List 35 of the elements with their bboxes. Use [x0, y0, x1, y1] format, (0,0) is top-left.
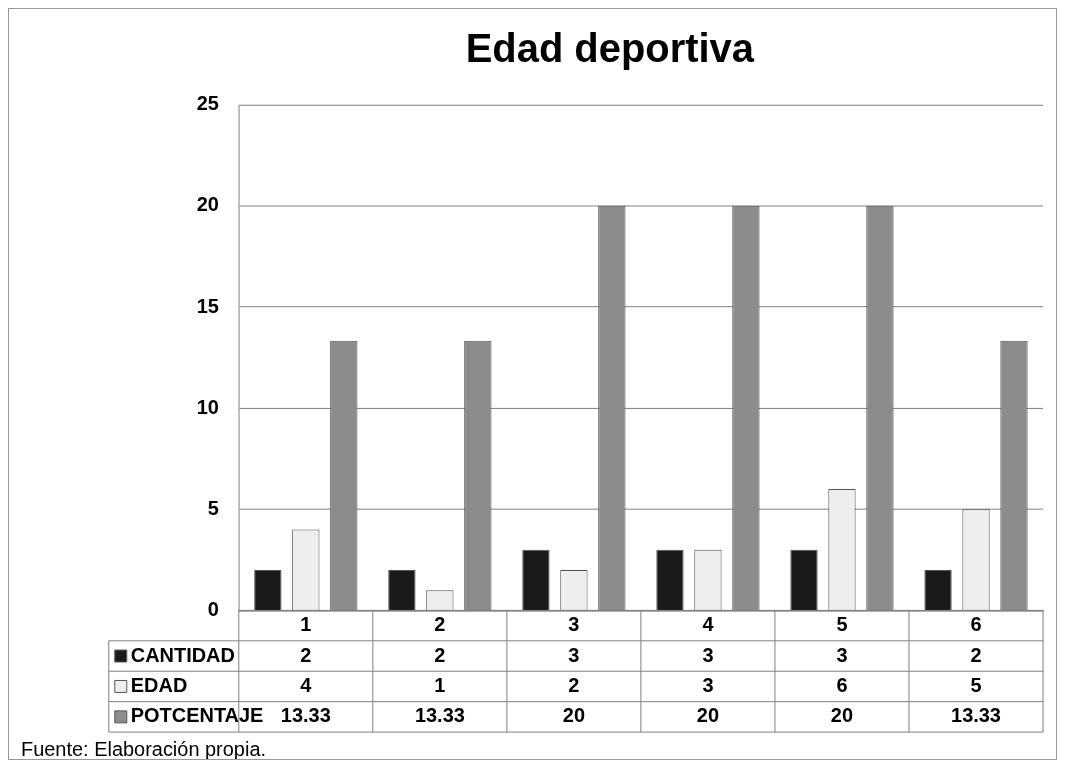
x-tick-label: 6: [970, 613, 982, 636]
chart-title: Edad deportiva: [465, 25, 755, 70]
x-tick-label: 2: [434, 613, 446, 636]
y-tick-label: 25: [196, 92, 219, 115]
y-tick-label: 5: [207, 496, 219, 519]
data-label: 5: [970, 673, 982, 696]
legend-label: POTCENTAJE: [130, 704, 264, 727]
data-label: 3: [836, 643, 848, 666]
y-tick-label: 20: [196, 193, 219, 216]
y-tick-label: 15: [196, 294, 219, 317]
data-label: 13.33: [414, 704, 465, 727]
data-label: 13.33: [280, 704, 331, 727]
data-label: 13.33: [951, 704, 1001, 727]
data-label: 2: [970, 643, 982, 666]
data-label: 20: [696, 704, 720, 727]
x-tick-label: 3: [568, 613, 580, 636]
data-label: 2: [300, 643, 312, 666]
data-label: 1: [434, 673, 446, 696]
data-label: 20: [562, 704, 585, 727]
legend-label: EDAD: [130, 673, 188, 696]
x-tick-label: 4: [702, 613, 714, 636]
data-label: 6: [836, 673, 848, 696]
y-tick-label: 10: [196, 395, 219, 418]
x-tick-label: 1: [300, 613, 312, 636]
x-tick-label: 5: [836, 613, 848, 636]
data-label: 2: [434, 643, 446, 666]
source-note: Fuente: Elaboración propia.: [20, 737, 267, 760]
data-label: 2: [568, 673, 580, 696]
legend-label: CANTIDAD: [130, 643, 235, 666]
data-label: 3: [702, 643, 714, 666]
data-label: 4: [300, 673, 312, 696]
data-label: 3: [702, 673, 714, 696]
data-label: 3: [568, 643, 580, 666]
data-label: 20: [830, 704, 854, 727]
y-tick-label: 0: [207, 597, 219, 620]
